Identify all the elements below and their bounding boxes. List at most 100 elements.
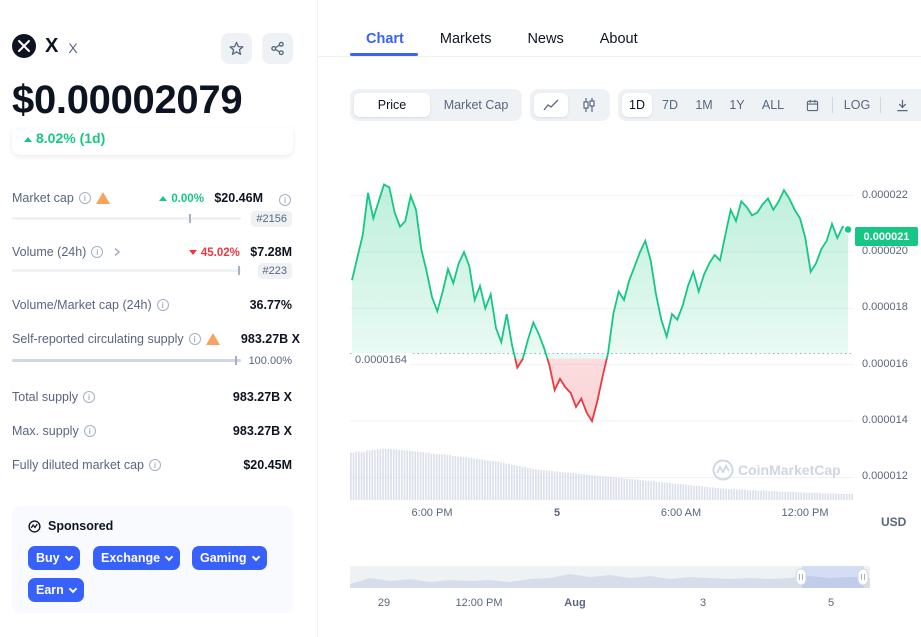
warning-icon[interactable] bbox=[95, 192, 110, 204]
volume-bar bbox=[414, 451, 417, 500]
volume-bar bbox=[714, 487, 717, 500]
share-button[interactable] bbox=[262, 33, 293, 64]
price-line-up bbox=[351, 183, 849, 359]
volume-bar bbox=[612, 477, 615, 500]
volume-bar bbox=[776, 491, 778, 500]
volume-bar bbox=[403, 450, 406, 500]
range-1d-button[interactable]: 1D bbox=[622, 93, 652, 117]
info-icon[interactable]: i bbox=[156, 299, 169, 311]
sponsored-gaming-button[interactable]: Gaming bbox=[192, 546, 267, 570]
fully-diluted-market-cap-value: $20.45M bbox=[243, 458, 292, 472]
range-7d-button[interactable]: 7D bbox=[662, 98, 678, 112]
volume-bar bbox=[358, 451, 360, 500]
volume-bar bbox=[569, 473, 572, 500]
volume-bar bbox=[398, 449, 400, 500]
volume-bar bbox=[698, 486, 701, 500]
line-chart-button[interactable] bbox=[534, 93, 568, 117]
volume-change: 45.02% bbox=[188, 247, 240, 259]
circulating-supply-percent: 100.00% bbox=[248, 355, 292, 367]
volume-bar bbox=[470, 457, 473, 500]
sponsored-earn-button[interactable]: Earn bbox=[28, 578, 84, 602]
up-triangle-icon bbox=[159, 196, 168, 201]
volume-bar bbox=[406, 450, 408, 500]
volume-bar bbox=[693, 485, 695, 500]
market-cap-toggle-button[interactable]: Market Cap bbox=[443, 98, 509, 112]
market-cap-change: 0.00% bbox=[159, 193, 204, 205]
volume-bar bbox=[827, 493, 829, 500]
volume-bar bbox=[521, 467, 524, 500]
volume-bar bbox=[382, 448, 384, 500]
volume-bar bbox=[384, 448, 387, 500]
x-tick-label: 6:00 AM bbox=[660, 507, 702, 519]
volume-bar bbox=[352, 452, 355, 500]
info-icon[interactable]: i bbox=[279, 194, 291, 206]
range-navigator[interactable] bbox=[350, 566, 870, 588]
volume-bar bbox=[795, 492, 797, 500]
range-1y-button[interactable]: 1Y bbox=[729, 98, 745, 112]
volume-bar bbox=[524, 467, 526, 500]
navigator-right-handle[interactable] bbox=[857, 568, 869, 586]
sponsored-exchange-button[interactable]: Exchange bbox=[93, 546, 181, 570]
volume-bar bbox=[492, 460, 494, 500]
volume-bar bbox=[532, 469, 534, 500]
volume-bar bbox=[465, 457, 467, 500]
info-icon[interactable]: i bbox=[83, 425, 96, 437]
volume-bar bbox=[575, 473, 577, 500]
sponsored-buy-button[interactable]: Buy bbox=[28, 546, 80, 570]
chevron-right-icon[interactable] bbox=[112, 247, 122, 257]
max-supply-label: Max. supply i bbox=[12, 424, 96, 438]
market-cap-value: 0.00% $20.46M bbox=[159, 191, 263, 205]
coinmarketcap-logo-icon bbox=[712, 459, 734, 481]
navigator-left-handle[interactable] bbox=[795, 568, 807, 586]
price-chart[interactable] bbox=[350, 145, 854, 500]
volume-bar bbox=[768, 491, 770, 500]
volume-bar bbox=[677, 484, 679, 500]
download-button[interactable] bbox=[888, 93, 916, 117]
circulating-supply-bar bbox=[12, 356, 241, 365]
volume-bar bbox=[717, 487, 719, 500]
range-all-button[interactable]: ALL bbox=[761, 98, 785, 112]
toolbar-divider bbox=[832, 97, 833, 113]
tab-news[interactable]: News bbox=[527, 31, 564, 47]
volume-bar bbox=[851, 493, 853, 500]
tab-about[interactable]: About bbox=[599, 31, 638, 47]
info-icon[interactable]: i bbox=[83, 391, 96, 403]
price-toggle-button[interactable]: Price bbox=[354, 93, 430, 117]
x-tick-label: 6:00 PM bbox=[411, 507, 453, 519]
volume-bar bbox=[516, 465, 518, 500]
tab-markets[interactable]: Markets bbox=[439, 31, 492, 47]
warning-icon[interactable] bbox=[205, 333, 220, 345]
volume-bar bbox=[489, 460, 492, 500]
volume-bar bbox=[792, 491, 795, 500]
chevron-down-icon bbox=[68, 584, 78, 593]
volume-bar bbox=[596, 475, 599, 500]
coin-name: X bbox=[45, 34, 59, 57]
y-tick-label: 0.000022 bbox=[862, 188, 908, 201]
candlestick-chart-button[interactable] bbox=[572, 93, 606, 117]
volume-bar bbox=[682, 484, 685, 500]
volume-bar bbox=[422, 452, 425, 500]
market-cap-rank-bar bbox=[12, 214, 241, 223]
date-range-button[interactable] bbox=[798, 93, 826, 117]
volume-bar bbox=[722, 488, 725, 500]
volume-bar bbox=[374, 449, 376, 500]
market-cap-label: Market cap i bbox=[12, 191, 110, 205]
volume-bar bbox=[687, 485, 690, 500]
info-icon[interactable]: i bbox=[188, 333, 201, 345]
volume-bar bbox=[781, 491, 784, 500]
info-icon[interactable]: i bbox=[149, 459, 162, 471]
share-icon bbox=[271, 41, 284, 56]
info-icon[interactable]: i bbox=[78, 192, 91, 204]
volume-bar bbox=[819, 492, 821, 500]
volume-bar bbox=[607, 476, 610, 500]
navigator-selection[interactable] bbox=[802, 566, 864, 588]
info-icon[interactable]: i bbox=[91, 246, 104, 258]
watchlist-star-button[interactable] bbox=[221, 33, 252, 64]
range-1m-button[interactable]: 1M bbox=[695, 98, 713, 112]
volume-bar bbox=[580, 474, 583, 500]
sponsored-box: Sponsored Buy Exchange Gaming Earn bbox=[12, 506, 293, 613]
volume-bar bbox=[773, 491, 776, 500]
volume-bar bbox=[446, 454, 449, 500]
tab-chart[interactable]: Chart bbox=[366, 31, 404, 47]
log-scale-button[interactable]: LOG bbox=[843, 98, 871, 112]
